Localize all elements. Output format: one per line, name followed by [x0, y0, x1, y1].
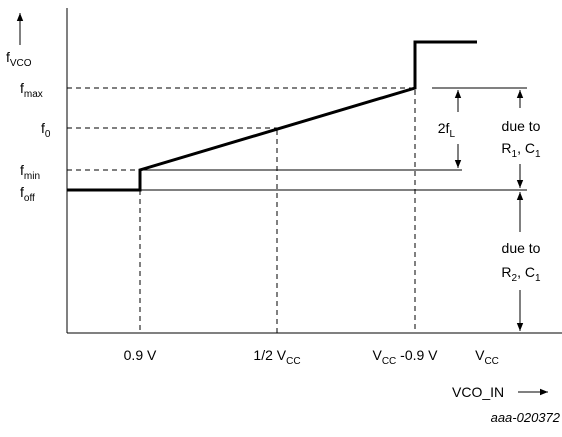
annotation-text: due to: [502, 118, 541, 134]
annotation-sub: 1: [512, 149, 518, 160]
y-label: fVCO: [6, 49, 32, 69]
x-label-sub: CC: [286, 356, 300, 367]
x-label: 1/2 VCC: [253, 347, 300, 367]
y-label: f0: [41, 120, 51, 140]
annotation: due to: [502, 240, 541, 256]
x-label-text: V: [475, 347, 485, 363]
annotation-sub: 1: [535, 273, 541, 284]
x-label-text: 0.9 V: [124, 347, 157, 363]
annotation-text: R: [501, 140, 511, 156]
y-label-text: f: [41, 120, 45, 136]
figure-id: aaa-020372: [491, 410, 561, 425]
annotation: due to: [502, 118, 541, 134]
y-label-text: f: [6, 49, 10, 65]
x-label-text: -0.9 V: [396, 347, 438, 363]
annotation-sub: L: [449, 129, 455, 140]
x-label: 0.9 V: [124, 347, 157, 363]
y-label-text: f: [20, 184, 24, 200]
annotation: R2, C1: [501, 264, 541, 284]
annotation-sub: 2: [512, 273, 518, 284]
y-label-text: f: [20, 162, 24, 178]
annotation-sub: 1: [535, 149, 541, 160]
y-label-text: f: [20, 80, 24, 96]
x-label-sub: CC: [382, 356, 396, 367]
x-label-text: 1/2 V: [253, 347, 286, 363]
x-label: VCC: [475, 347, 499, 367]
y-label: fmax: [20, 80, 43, 100]
x-label: VCC -0.9 V: [372, 347, 438, 367]
y-label-sub: max: [24, 89, 43, 100]
annotation-text: , C: [517, 140, 535, 156]
y-label: foff: [20, 184, 35, 204]
annotation-text: 2f: [438, 120, 450, 136]
x-label-sub: CC: [484, 356, 498, 367]
annotation-text: R: [501, 264, 511, 280]
y-label-sub: min: [24, 171, 40, 182]
y-label-sub: 0: [45, 129, 51, 140]
y-label-sub: off: [24, 193, 35, 204]
x-axis-label: VCO_IN: [452, 384, 504, 400]
annotation: 2fL: [438, 120, 456, 140]
annotation: R1, C1: [501, 140, 541, 160]
transfer-curve: [67, 40, 477, 192]
y-label-sub: VCO: [10, 58, 32, 69]
x-label-text: V: [372, 347, 382, 363]
y-label: fmin: [20, 162, 40, 182]
annotation-text: due to: [502, 240, 541, 256]
annotation-text: , C: [517, 264, 535, 280]
